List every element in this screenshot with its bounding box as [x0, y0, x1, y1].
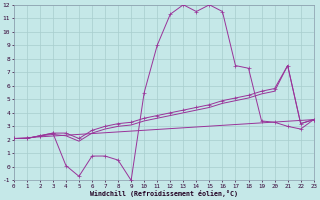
X-axis label: Windchill (Refroidissement éolien,°C): Windchill (Refroidissement éolien,°C): [90, 190, 238, 197]
